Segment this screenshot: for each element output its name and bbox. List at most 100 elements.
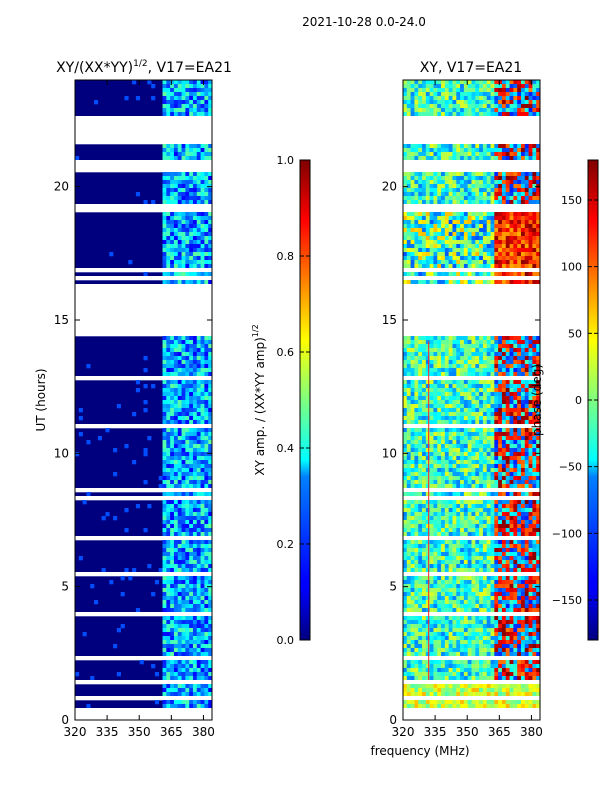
heatmap-cell xyxy=(177,184,182,189)
heatmap-cell xyxy=(162,96,167,101)
heatmap-cell xyxy=(422,508,427,513)
heatmap-cell xyxy=(170,104,175,109)
heatmap-cell xyxy=(528,448,533,453)
heatmap-cell xyxy=(505,412,510,417)
heatmap-cell xyxy=(494,416,499,421)
heatmap-cell xyxy=(517,544,522,549)
heatmap-cell xyxy=(532,108,537,113)
heatmap-cell xyxy=(189,444,194,449)
heatmap-cell xyxy=(532,380,537,385)
heatmap-cell xyxy=(517,420,522,425)
heatmap-cell xyxy=(509,92,514,97)
heatmap-cell xyxy=(113,448,118,453)
heatmap-cell xyxy=(460,244,465,249)
heatmap-cell xyxy=(490,228,495,233)
heatmap-cell xyxy=(532,444,537,449)
heatmap-cell xyxy=(429,400,434,405)
heatmap-cell xyxy=(177,540,182,545)
heatmap-cell xyxy=(170,704,175,709)
heatmap-cell xyxy=(189,684,194,689)
heatmap-cell xyxy=(444,556,449,561)
heatmap-cell xyxy=(536,452,541,457)
heatmap-cell xyxy=(204,700,209,705)
heatmap-cell xyxy=(170,428,175,433)
heatmap-cell xyxy=(520,96,526,101)
heatmap-cell xyxy=(437,144,442,149)
amplitude-y-axis-label: UT (hours) xyxy=(34,368,48,431)
heatmap-cell xyxy=(494,352,499,357)
heatmap-cell xyxy=(486,480,491,485)
heatmap-cell xyxy=(441,192,446,197)
heatmap-cell xyxy=(471,156,476,161)
heatmap-cell xyxy=(189,244,194,249)
heatmap-cell xyxy=(177,608,182,613)
heatmap-cell xyxy=(185,152,190,157)
heatmap-cell xyxy=(166,112,171,117)
heatmap-cell xyxy=(189,104,194,109)
heatmap-cell xyxy=(444,412,449,417)
heatmap-cell xyxy=(460,336,465,341)
heatmap-cell xyxy=(192,672,198,677)
heatmap-cell xyxy=(444,416,449,421)
heatmap-cell xyxy=(189,364,194,369)
heatmap-cell xyxy=(177,620,182,625)
heatmap-cell xyxy=(486,524,491,529)
heatmap-cell xyxy=(505,464,510,469)
heatmap-cell xyxy=(448,228,453,233)
heatmap-cell xyxy=(170,548,175,553)
heatmap-cell xyxy=(433,552,438,557)
heatmap-cell xyxy=(422,456,427,461)
heatmap-cell xyxy=(173,700,179,705)
heatmap-cell xyxy=(204,252,209,257)
heatmap-cell xyxy=(437,340,442,345)
heatmap-cell xyxy=(501,148,507,153)
heatmap-cell xyxy=(463,428,468,433)
heatmap-cell xyxy=(463,560,468,565)
heatmap-cell xyxy=(414,348,419,353)
heatmap-cell xyxy=(185,700,190,705)
heatmap-cell xyxy=(166,96,171,101)
heatmap-cell xyxy=(196,248,201,253)
heatmap-cell xyxy=(463,516,468,521)
heatmap-cell xyxy=(208,256,213,261)
heatmap-cell xyxy=(173,552,179,557)
heatmap-cell xyxy=(181,372,186,377)
heatmap-cell xyxy=(208,604,213,609)
heatmap-cell xyxy=(528,256,533,261)
heatmap-cell xyxy=(448,444,453,449)
heatmap-cell xyxy=(441,416,446,421)
heatmap-cell xyxy=(467,396,472,401)
heatmap-cell xyxy=(463,500,468,505)
heatmap-cell xyxy=(486,232,491,237)
heatmap-cell xyxy=(181,172,186,177)
heatmap-cell xyxy=(166,452,171,457)
heatmap-cell xyxy=(181,704,186,709)
heatmap-cell xyxy=(433,524,438,529)
heatmap-cell xyxy=(196,624,201,629)
heatmap-cell xyxy=(429,472,434,477)
heatmap-cell xyxy=(448,380,453,385)
heatmap-cell xyxy=(498,184,503,189)
heatmap-cell xyxy=(486,388,491,393)
heatmap-cell xyxy=(143,356,148,361)
heatmap-cell xyxy=(494,452,499,457)
heatmap-cell xyxy=(192,684,198,689)
heatmap-cell xyxy=(414,428,419,433)
heatmap-cell xyxy=(189,380,194,385)
heatmap-cell xyxy=(204,664,209,669)
flagged-row xyxy=(75,376,212,381)
heatmap-cell xyxy=(441,88,446,93)
heatmap-cell xyxy=(418,172,423,177)
heatmap-cell xyxy=(208,556,213,561)
heatmap-cell xyxy=(498,100,503,105)
heatmap-cell xyxy=(505,188,510,193)
heatmap-cell xyxy=(501,340,507,345)
heatmap-cell xyxy=(410,192,415,197)
heatmap-cell xyxy=(513,444,518,449)
heatmap-cell xyxy=(452,520,457,525)
heatmap-cell xyxy=(189,660,194,665)
heatmap-cell xyxy=(173,360,179,365)
heatmap-cell xyxy=(173,596,179,601)
heatmap-cell xyxy=(181,532,186,537)
heatmap-cell xyxy=(486,112,491,117)
